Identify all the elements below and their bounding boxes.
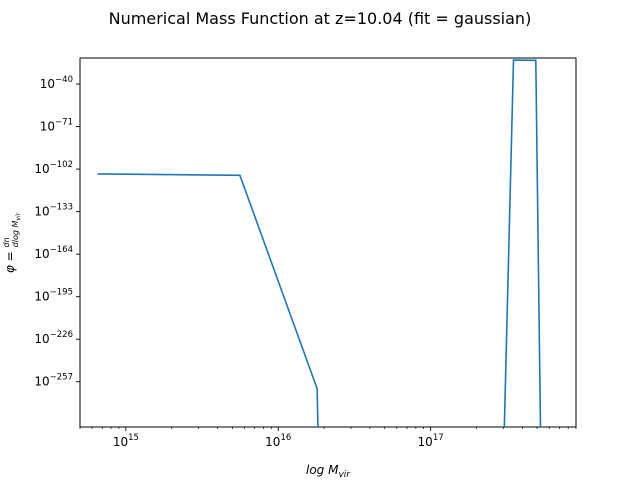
x-tick-label: 1017 [418,433,444,449]
chart-title: Numerical Mass Function at z=10.04 (fit … [109,9,532,28]
y-tick-label: 10−226 [34,330,73,346]
y-tick-label: 10−71 [40,118,73,134]
y-tick-label: 10−102 [34,160,73,176]
axes-frame [79,57,577,428]
y-tick-label: 10−133 [34,203,73,219]
y-tick-label: 10−40 [40,75,73,91]
y-axis: 10−40 10−71 10−102 10−133 10−164 10−195 10−226… [34,75,80,389]
x-axis-label: log Mvir [306,463,351,480]
x-axis: 1015 1016 1017 [79,427,577,449]
y-axis-label: φ = dndlog Mvir [2,212,22,273]
y-tick-label: 10−257 [34,373,73,389]
x-tick-label: 1016 [265,433,291,449]
svg-text:φ = dndlog Mvir: φ = dndlog Mvir [2,212,22,273]
plot-area: 1015 1016 1017 10−40 10−71 10−102 10−133 10−16… [34,57,577,449]
x-tick-label: 1015 [113,433,139,449]
series-line [97,59,542,427]
y-tick-label: 10−195 [34,288,73,304]
y-tick-label: 10−164 [34,245,73,261]
